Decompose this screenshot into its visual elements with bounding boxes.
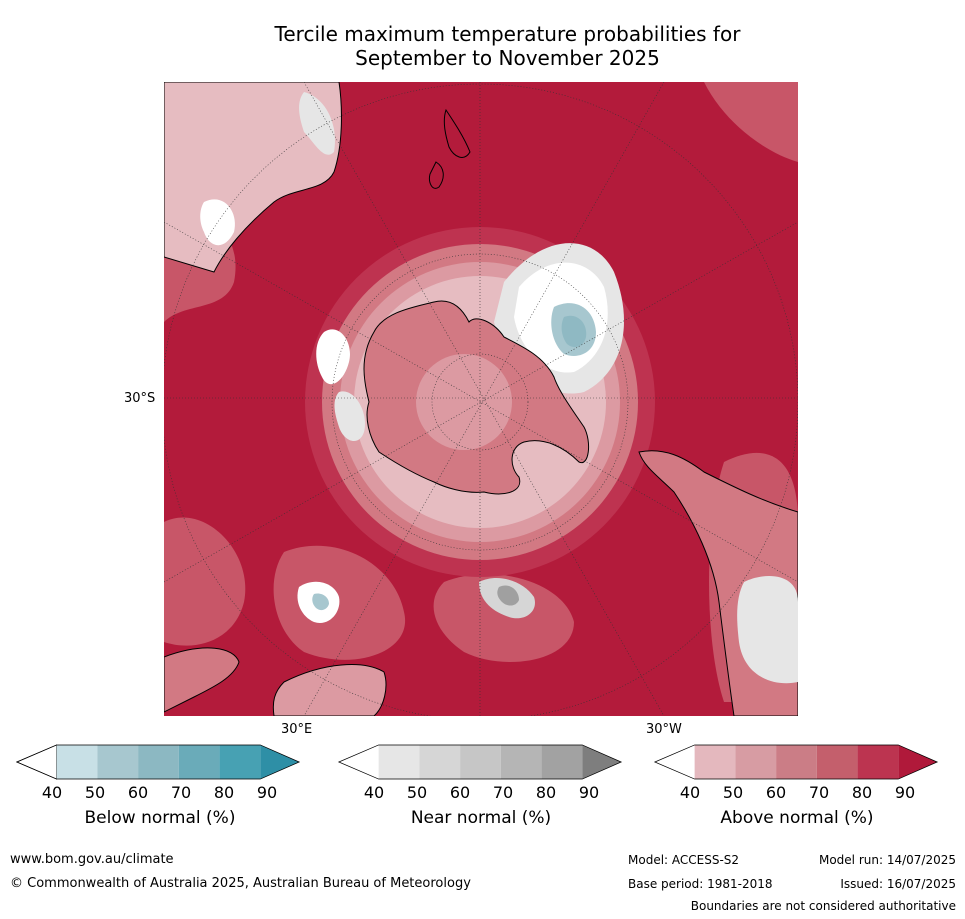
- below-60-region: [561, 315, 587, 348]
- tick: 50: [406, 783, 428, 802]
- near-normal-label: Near normal (%): [410, 808, 552, 828]
- white-west: [316, 329, 350, 385]
- near-normal-colorbar: [337, 744, 623, 780]
- africa: [164, 647, 240, 713]
- above-normal-colorbar: [653, 744, 939, 780]
- map-title: Tercile maximum temperature probabilitie…: [165, 22, 850, 70]
- website-link[interactable]: www.bom.gov.au/climate: [10, 852, 174, 867]
- tick: 40: [679, 783, 701, 802]
- model-text: Model: ACCESS-S2: [628, 853, 740, 867]
- tick: 40: [41, 783, 63, 802]
- below-normal-label: Below normal (%): [84, 808, 236, 828]
- tick: 50: [722, 783, 744, 802]
- tick: 90: [894, 783, 916, 802]
- near-80-patch: [497, 585, 519, 606]
- australia-near-normal: [299, 92, 335, 155]
- south-america-near-normal: [737, 576, 798, 684]
- tick: 70: [170, 783, 192, 802]
- tick: 80: [213, 783, 235, 802]
- lat-label-30s: 30°S: [124, 391, 156, 406]
- near-west: [334, 391, 365, 442]
- base-period-text: Base period: 1981-2018: [628, 877, 773, 891]
- tick: 70: [808, 783, 830, 802]
- disclaimer-text: Boundaries are not considered authoritat…: [690, 899, 956, 913]
- madagascar-region: [272, 664, 387, 716]
- title-line-1: Tercile maximum temperature probabilitie…: [274, 22, 741, 46]
- tick: 80: [535, 783, 557, 802]
- lon-label-30w: 30°W: [646, 722, 682, 737]
- tick: 60: [127, 783, 149, 802]
- issued-text: Issued: 16/07/2025: [840, 877, 956, 891]
- tick: 50: [84, 783, 106, 802]
- copyright-text: © Commonwealth of Australia 2025, Austra…: [10, 876, 471, 891]
- antarctica-interior: [416, 354, 512, 450]
- tick: 40: [363, 783, 385, 802]
- tick: 60: [765, 783, 787, 802]
- graticule: [164, 82, 798, 716]
- tick: 60: [449, 783, 471, 802]
- tick: 90: [256, 783, 278, 802]
- new-zealand: [429, 108, 471, 189]
- title-line-2: September to November 2025: [355, 46, 660, 70]
- above-normal-label: Above normal (%): [720, 808, 874, 828]
- below-patch-sw-core: [312, 593, 329, 611]
- lon-label-30e: 30°E: [281, 722, 313, 737]
- australia-white: [200, 199, 235, 246]
- probability-map: [164, 82, 798, 716]
- tick: 80: [851, 783, 873, 802]
- model-run-text: Model run: 14/07/2025: [818, 853, 956, 867]
- tick: 90: [578, 783, 600, 802]
- below-normal-colorbar: [15, 744, 301, 780]
- tick: 70: [492, 783, 514, 802]
